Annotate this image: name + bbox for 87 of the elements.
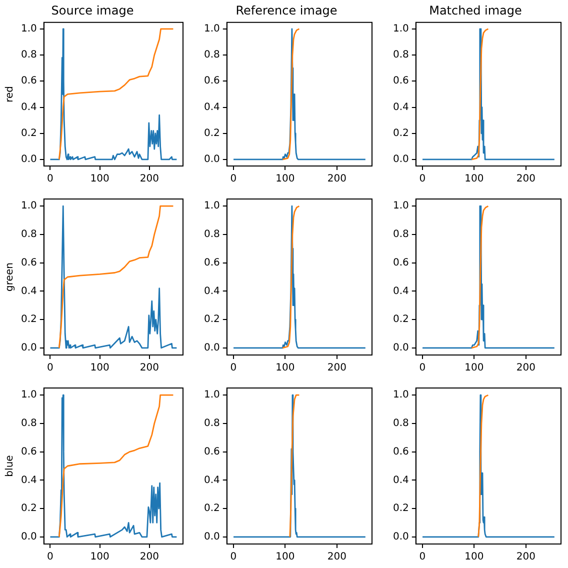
x-tick-label: 0 [230, 362, 237, 374]
y-tick-label: 0.0 [204, 154, 220, 166]
y-tick-label: 0.8 [392, 418, 409, 430]
y-tick-label: 0.0 [20, 342, 37, 354]
y-tick-label: 0.4 [20, 286, 37, 297]
y-tick-label: 1.0 [392, 390, 409, 401]
y-tick-label: 0.0 [20, 532, 37, 543]
x-tick-label: 200 [327, 362, 346, 374]
y-tick-label: 0.8 [20, 418, 37, 430]
x-tick-label: 0 [47, 552, 54, 563]
y-tick-label: 0.8 [20, 229, 37, 240]
y-tick-label: 0.2 [20, 128, 37, 139]
x-tick-label: 0 [230, 174, 237, 185]
y-tick-label: 1.0 [204, 24, 220, 35]
x-tick-label: 100 [90, 552, 110, 563]
y-tick-label: 0.0 [392, 532, 409, 543]
x-tick-label: 200 [516, 552, 536, 563]
x-tick-label: 100 [464, 552, 484, 563]
x-tick-label: 100 [464, 174, 484, 185]
x-tick-label: 0 [47, 174, 54, 185]
y-tick-label: 1.0 [204, 390, 220, 401]
y-tick-label: 0.8 [204, 229, 220, 240]
y-axis-title: blue [4, 455, 16, 477]
y-tick-label: 1.0 [20, 200, 37, 212]
y-tick-label: 0.0 [20, 154, 37, 166]
x-tick-label: 200 [327, 174, 346, 185]
y-tick-label: 0.0 [204, 532, 220, 543]
y-tick-label: 0.4 [204, 102, 220, 113]
y-tick-label: 0.6 [392, 257, 409, 268]
y-tick-label: 0.6 [20, 257, 37, 268]
x-tick-label: 0 [419, 362, 426, 374]
y-tick-label: 1.0 [20, 390, 37, 401]
y-tick-label: 0.2 [392, 503, 409, 514]
y-tick-label: 0.6 [392, 76, 409, 87]
y-tick-label: 0.2 [204, 503, 220, 514]
y-tick-label: 0.2 [392, 128, 409, 139]
y-tick-label: 0.4 [20, 102, 37, 113]
y-tick-label: 1.0 [20, 24, 37, 35]
y-tick-label: 0.6 [20, 446, 37, 458]
chart-title: Source image [51, 3, 134, 18]
y-tick-label: 0.4 [392, 474, 409, 486]
y-axis-title: green [4, 262, 16, 292]
y-tick-label: 0.4 [20, 474, 37, 486]
x-tick-label: 0 [47, 362, 54, 374]
x-tick-label: 100 [276, 174, 295, 185]
y-tick-label: 0.6 [204, 446, 220, 458]
x-tick-label: 0 [419, 552, 426, 563]
y-tick-label: 0.6 [20, 76, 37, 87]
x-tick-label: 200 [327, 552, 346, 563]
y-tick-label: 0.8 [204, 418, 220, 430]
y-tick-label: 0.8 [392, 229, 409, 240]
y-tick-label: 0.6 [392, 446, 409, 458]
x-tick-label: 200 [516, 174, 536, 185]
x-tick-label: 100 [90, 362, 110, 374]
x-tick-label: 200 [140, 174, 159, 185]
y-tick-label: 0.4 [204, 474, 220, 486]
x-tick-label: 200 [516, 362, 536, 374]
y-tick-label: 0.2 [392, 314, 409, 326]
y-tick-label: 0.2 [20, 503, 37, 514]
x-tick-label: 100 [276, 362, 295, 374]
x-tick-label: 100 [276, 552, 295, 563]
y-tick-label: 1.0 [204, 200, 220, 212]
y-tick-label: 0.0 [392, 154, 409, 166]
x-tick-label: 200 [140, 552, 159, 563]
y-axis-title: red [4, 86, 16, 102]
chart-title: Matched image [429, 3, 522, 18]
y-tick-label: 1.0 [392, 24, 409, 35]
y-tick-label: 0.6 [204, 76, 220, 87]
y-tick-label: 0.2 [204, 314, 220, 326]
y-tick-label: 0.6 [204, 257, 220, 268]
y-tick-label: 0.2 [204, 128, 220, 139]
x-tick-label: 100 [90, 174, 110, 185]
y-tick-label: 0.2 [20, 314, 37, 326]
y-tick-label: 0.4 [204, 286, 220, 297]
x-tick-label: 100 [464, 362, 484, 374]
chart-title: Reference image [236, 3, 338, 18]
y-tick-label: 0.0 [392, 342, 409, 354]
y-tick-label: 0.0 [204, 342, 220, 354]
x-tick-label: 0 [230, 552, 237, 563]
y-tick-label: 0.8 [20, 50, 37, 61]
y-tick-label: 1.0 [392, 200, 409, 212]
y-tick-label: 0.8 [392, 50, 409, 61]
x-tick-label: 0 [419, 174, 426, 185]
y-tick-label: 0.8 [204, 50, 220, 61]
y-tick-label: 0.4 [392, 286, 409, 297]
y-tick-label: 0.4 [392, 102, 409, 113]
x-tick-label: 200 [140, 362, 159, 374]
